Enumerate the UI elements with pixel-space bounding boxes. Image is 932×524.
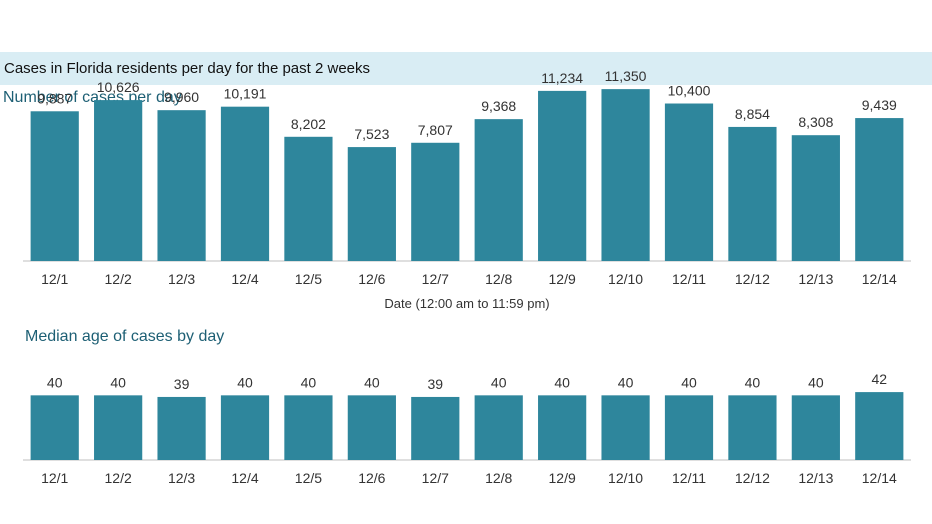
cases-bar	[855, 118, 904, 261]
cases-bar	[664, 103, 714, 261]
cases-bar	[474, 119, 523, 261]
cases-value-label: 8,202	[291, 116, 326, 132]
cases-bar	[538, 90, 587, 262]
age-chart-title: Median age of cases by day	[25, 328, 225, 345]
cases-bar	[30, 111, 79, 262]
age-bar	[411, 396, 460, 460]
age-tick-label: 12/7	[422, 470, 449, 486]
cases-bar	[157, 110, 206, 261]
age-bar	[220, 395, 270, 460]
age-bar	[347, 395, 396, 460]
age-tick-label: 12/13	[798, 470, 833, 486]
chart-banner: Cases in Florida residents per day for t…	[0, 52, 932, 85]
age-value-label: 40	[110, 374, 126, 390]
cases-value-label: 9,368	[481, 98, 516, 114]
age-bar	[855, 392, 904, 460]
cases-value-label: 7,523	[354, 126, 389, 142]
age-bar	[791, 395, 840, 460]
age-bar	[30, 395, 79, 460]
age-tick-label: 12/2	[105, 470, 132, 486]
cases-tick-label: 12/12	[735, 271, 770, 287]
cases-value-label: 10,191	[224, 86, 267, 102]
cases-x-axis-title: Date (12:00 am to 11:59 pm)	[384, 296, 549, 311]
cases-tick-label: 12/3	[168, 271, 195, 287]
age-value-label: 40	[554, 374, 570, 390]
age-value-label: 40	[808, 374, 824, 390]
cases-bar	[728, 126, 777, 261]
age-tick-label: 12/11	[672, 470, 706, 486]
cases-value-label: 10,626	[97, 79, 140, 95]
cases-bar	[220, 106, 270, 262]
cases-value-label: 7,807	[418, 122, 453, 138]
cases-bar	[284, 136, 333, 261]
age-tick-label: 12/12	[735, 470, 770, 486]
cases-tick-label: 12/14	[862, 271, 897, 287]
age-tick-label: 12/5	[295, 470, 322, 486]
age-value-label: 40	[47, 374, 63, 390]
age-bar	[474, 395, 523, 460]
age-tick-label: 12/1	[41, 470, 68, 486]
cases-bar	[94, 100, 143, 261]
age-bar	[94, 395, 143, 460]
cases-tick-label: 12/4	[231, 271, 258, 287]
age-value-label: 40	[491, 374, 507, 390]
cases-tick-label: 12/6	[358, 271, 385, 287]
age-bar	[157, 396, 206, 460]
age-value-label: 39	[174, 376, 190, 392]
cases-bar	[411, 142, 460, 261]
cases-value-label: 8,308	[798, 114, 833, 130]
cases-value-label: 11,350	[605, 68, 647, 84]
age-value-label: 40	[301, 374, 317, 390]
age-tick-label: 12/10	[608, 470, 643, 486]
age-value-label: 39	[427, 376, 443, 392]
cases-tick-label: 12/8	[485, 271, 512, 287]
age-tick-label: 12/14	[862, 470, 897, 486]
age-bar	[728, 395, 777, 460]
age-bar	[601, 395, 650, 460]
cases-value-label: 8,854	[735, 106, 770, 122]
cases-value-label: 10,400	[668, 83, 711, 99]
age-value-label: 40	[237, 374, 253, 390]
cases-tick-label: 12/1	[41, 271, 68, 287]
age-tick-label: 12/8	[485, 470, 512, 486]
age-value-label: 40	[618, 374, 634, 390]
cases-value-label: 9,887	[37, 90, 72, 106]
age-bar	[664, 395, 714, 460]
age-tick-label: 12/3	[168, 470, 195, 486]
cases-value-label: 9,960	[164, 89, 199, 105]
age-value-label: 40	[745, 374, 761, 390]
age-tick-label: 12/4	[231, 470, 258, 486]
cases-tick-label: 12/11	[672, 271, 706, 287]
cases-tick-label: 12/2	[105, 271, 132, 287]
cases-tick-label: 12/13	[798, 271, 833, 287]
age-value-label: 40	[364, 374, 380, 390]
cases-tick-label: 12/5	[295, 271, 322, 287]
cases-bar	[347, 147, 396, 261]
cases-bar	[601, 89, 650, 261]
cases-tick-label: 12/10	[608, 271, 643, 287]
age-value-label: 40	[681, 374, 697, 390]
banner-text: Cases in Florida residents per day for t…	[4, 60, 371, 77]
cases-value-label: 9,439	[862, 97, 897, 113]
age-bar	[538, 395, 587, 460]
age-value-label: 42	[871, 371, 887, 387]
age-tick-label: 12/6	[358, 470, 385, 486]
cases-tick-label: 12/9	[549, 271, 576, 287]
cases-bar	[791, 135, 840, 261]
cases-value-label: 11,234	[541, 70, 583, 86]
cases-tick-label: 12/7	[422, 271, 449, 287]
age-tick-label: 12/9	[549, 470, 576, 486]
age-bar	[284, 395, 333, 460]
